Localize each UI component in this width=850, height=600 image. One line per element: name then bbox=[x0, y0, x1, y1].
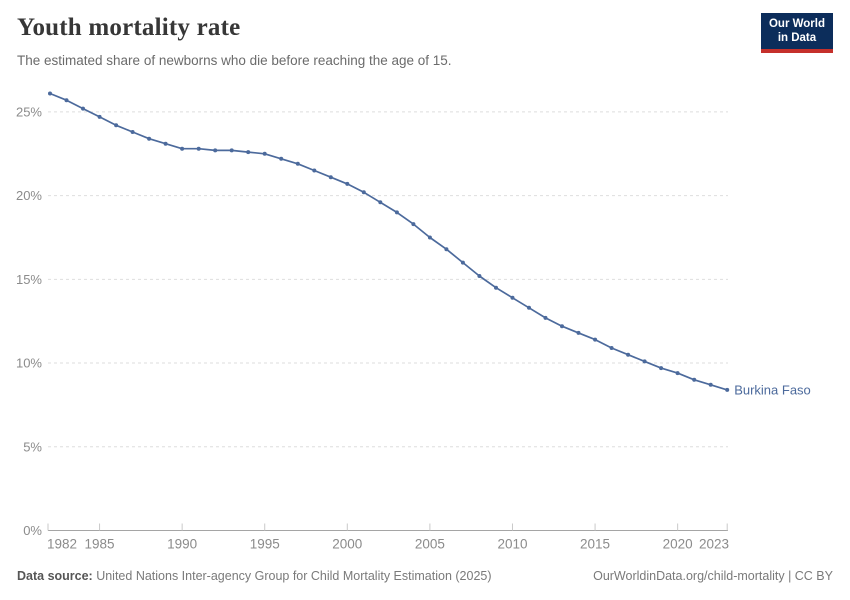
data-point[interactable] bbox=[180, 146, 185, 151]
data-point[interactable] bbox=[626, 352, 631, 357]
x-tick-label: 2000 bbox=[332, 537, 362, 552]
x-tick-label: 1985 bbox=[85, 537, 115, 552]
data-point[interactable] bbox=[345, 181, 350, 186]
data-point[interactable] bbox=[279, 156, 284, 161]
data-point[interactable] bbox=[147, 136, 152, 141]
data-point[interactable] bbox=[725, 387, 730, 392]
data-point[interactable] bbox=[560, 324, 564, 329]
data-point[interactable] bbox=[675, 371, 680, 376]
data-point[interactable] bbox=[642, 359, 647, 364]
x-tick-label: 1995 bbox=[250, 537, 280, 552]
data-source-text: United Nations Inter-agency Group for Ch… bbox=[92, 569, 492, 583]
data-point[interactable] bbox=[411, 222, 416, 227]
data-point[interactable] bbox=[295, 161, 300, 166]
owid-logo-line1: Our World bbox=[768, 18, 825, 30]
data-point[interactable] bbox=[328, 175, 333, 180]
data-point[interactable] bbox=[576, 330, 581, 335]
x-tick-label: 2020 bbox=[663, 537, 693, 552]
series-line[interactable] bbox=[49, 92, 729, 391]
data-point[interactable] bbox=[262, 151, 267, 156]
y-tick-label: 20% bbox=[16, 188, 42, 203]
x-tick-label: 2010 bbox=[497, 537, 527, 552]
data-point[interactable] bbox=[229, 148, 234, 153]
x-tick-label: 2023 bbox=[699, 537, 729, 552]
data-point[interactable] bbox=[692, 377, 697, 382]
data-point[interactable] bbox=[477, 274, 482, 278]
data-point[interactable] bbox=[708, 382, 713, 387]
page-title: Youth mortality rate bbox=[17, 14, 241, 41]
owid-logo-line2: in Data bbox=[777, 32, 817, 45]
data-point[interactable] bbox=[64, 98, 69, 103]
y-tick-label: 25% bbox=[16, 104, 42, 119]
data-point[interactable] bbox=[394, 210, 399, 215]
data-point[interactable] bbox=[527, 305, 531, 310]
y-tick-label: 0% bbox=[23, 523, 42, 538]
data-point[interactable] bbox=[163, 141, 168, 146]
data-source-note: Data source: United Nations Inter-agency… bbox=[17, 569, 492, 583]
data-point[interactable] bbox=[494, 285, 498, 290]
data-source-label: Data source: bbox=[17, 569, 93, 583]
data-point[interactable] bbox=[213, 148, 218, 153]
data-point[interactable] bbox=[659, 366, 664, 371]
data-point[interactable] bbox=[246, 150, 251, 155]
x-tick-label: 1982 bbox=[47, 537, 77, 552]
data-point[interactable] bbox=[97, 114, 102, 119]
x-tick-label: 1990 bbox=[167, 537, 197, 552]
data-point[interactable] bbox=[48, 91, 52, 96]
data-point[interactable] bbox=[114, 123, 119, 128]
owid-logo[interactable]: Our World in Data bbox=[760, 13, 833, 53]
data-point[interactable] bbox=[81, 106, 85, 111]
data-point[interactable] bbox=[427, 235, 432, 240]
data-point[interactable] bbox=[444, 247, 449, 252]
chart-subtitle: The estimated share of newborns who die … bbox=[17, 53, 452, 68]
data-point[interactable] bbox=[312, 168, 317, 173]
series-end-label[interactable]: Burkina Faso bbox=[734, 382, 811, 397]
data-point[interactable] bbox=[378, 200, 383, 205]
data-point[interactable] bbox=[196, 146, 201, 151]
owid-link[interactable]: OurWorldinData.org/child-mortality | CC … bbox=[593, 569, 833, 583]
data-point[interactable] bbox=[361, 190, 366, 195]
y-tick-label: 10% bbox=[16, 356, 42, 371]
data-point[interactable] bbox=[609, 346, 614, 350]
y-tick-label: 5% bbox=[23, 439, 42, 454]
data-point[interactable] bbox=[543, 315, 548, 320]
x-tick-label: 2005 bbox=[415, 537, 445, 552]
data-point[interactable] bbox=[593, 337, 598, 342]
data-point[interactable] bbox=[460, 260, 465, 265]
y-tick-label: 15% bbox=[16, 272, 42, 287]
data-point[interactable] bbox=[510, 295, 515, 300]
x-tick-label: 2015 bbox=[580, 537, 610, 552]
data-point[interactable] bbox=[130, 130, 135, 134]
